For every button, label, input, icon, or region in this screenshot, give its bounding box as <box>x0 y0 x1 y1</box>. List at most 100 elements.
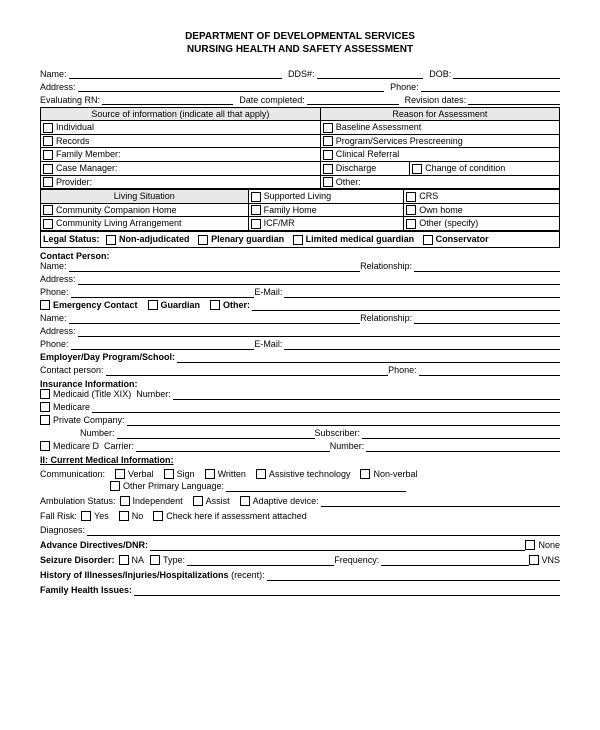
field-name[interactable] <box>69 68 282 79</box>
cb-cla[interactable] <box>43 219 53 229</box>
field-revision[interactable] <box>468 94 560 105</box>
field-diag[interactable] <box>87 525 560 536</box>
lbl-yes: Yes <box>94 511 109 521</box>
cb-adaptive[interactable] <box>240 496 250 506</box>
field-eemail[interactable] <box>284 339 560 350</box>
lbl-discharge: Discharge <box>336 163 377 173</box>
lbl-cname: Name: <box>40 261 67 271</box>
field-subscriber[interactable] <box>362 428 560 439</box>
cb-change[interactable] <box>412 164 422 174</box>
field-type[interactable] <box>187 555 334 566</box>
cb-conservator[interactable] <box>423 235 433 245</box>
cb-cch[interactable] <box>43 205 53 215</box>
field-ename[interactable] <box>69 313 361 324</box>
lbl-written: Written <box>218 469 246 479</box>
cb-sign[interactable] <box>164 469 174 479</box>
cb-ownhome[interactable] <box>406 205 416 215</box>
emergency-row: Emergency Contact Guardian Other: <box>40 300 560 311</box>
cb-private[interactable] <box>40 415 50 425</box>
field-cname[interactable] <box>69 261 361 272</box>
field-eadd[interactable] <box>78 326 560 337</box>
cb-discharge[interactable] <box>323 164 333 174</box>
lbl-none: None <box>538 540 560 550</box>
lbl-verbal: Verbal <box>128 469 154 479</box>
field-adaptive[interactable] <box>321 496 560 507</box>
label-address: Address: <box>40 82 76 92</box>
field-eval-rn[interactable] <box>102 94 233 105</box>
lbl-freq: Frequency: <box>334 555 379 565</box>
field-md-num[interactable] <box>366 441 560 452</box>
cb-records[interactable] <box>43 136 53 146</box>
cb-plenary[interactable] <box>198 235 208 245</box>
cb-no[interactable] <box>119 511 129 521</box>
cb-program[interactable] <box>323 136 333 146</box>
field-phone[interactable] <box>421 81 560 92</box>
cb-medicaid[interactable] <box>40 389 50 399</box>
cb-none[interactable] <box>525 540 535 550</box>
cb-assist-tech[interactable] <box>256 469 266 479</box>
field-priv-num[interactable] <box>117 428 315 439</box>
cb-provider[interactable] <box>43 177 53 187</box>
cb-nonverbal[interactable] <box>360 469 370 479</box>
field-cadd[interactable] <box>78 274 560 285</box>
cb-vns[interactable] <box>529 555 539 565</box>
cb-medicare[interactable] <box>40 402 50 412</box>
field-dob[interactable] <box>453 68 560 79</box>
cb-assess[interactable] <box>153 511 163 521</box>
cb-casemgr[interactable] <box>43 164 53 174</box>
lbl-program: Program/Services Prescreening <box>336 136 463 146</box>
field-crel[interactable] <box>414 261 560 272</box>
cb-assist[interactable] <box>193 496 203 506</box>
field-carrier[interactable] <box>136 441 330 452</box>
cb-verbal[interactable] <box>115 469 125 479</box>
field-empcontact[interactable] <box>106 365 389 376</box>
field-freq[interactable] <box>381 555 528 566</box>
cb-icf[interactable] <box>251 219 261 229</box>
field-ephone[interactable] <box>71 339 255 350</box>
cb-nonadj[interactable] <box>106 235 116 245</box>
cb-clinical[interactable] <box>323 150 333 160</box>
field-cphone[interactable] <box>71 287 255 298</box>
field-cemail[interactable] <box>284 287 560 298</box>
cb-indep[interactable] <box>120 496 130 506</box>
field-history[interactable] <box>267 570 560 581</box>
field-medicare[interactable] <box>92 402 560 413</box>
field-familyhealth[interactable] <box>134 585 560 596</box>
cb-individual[interactable] <box>43 123 53 133</box>
lbl-assist-tech: Assistive technology <box>269 469 351 479</box>
lbl-assist: Assist <box>206 496 230 506</box>
field-private[interactable] <box>127 415 560 426</box>
cb-reason-other[interactable] <box>323 177 333 187</box>
cb-crs[interactable] <box>406 192 416 202</box>
lbl-ownhome: Own home <box>419 205 463 215</box>
cb-ec[interactable] <box>40 300 50 310</box>
cb-written[interactable] <box>205 469 215 479</box>
cb-eother[interactable] <box>210 300 220 310</box>
cb-guardian[interactable] <box>148 300 158 310</box>
cb-living-other[interactable] <box>406 219 416 229</box>
field-erel[interactable] <box>414 313 560 324</box>
cb-medicare-d[interactable] <box>40 441 50 451</box>
cb-baseline[interactable] <box>323 123 333 133</box>
field-dds[interactable] <box>317 68 424 79</box>
lbl-medicare-d: Medicare D <box>53 441 99 451</box>
label-eval-rn: Evaluating RN: <box>40 95 100 105</box>
lbl-fall: Fall Risk: <box>40 511 77 521</box>
cb-familyhome[interactable] <box>251 205 261 215</box>
field-date-completed[interactable] <box>307 94 399 105</box>
field-empphone[interactable] <box>419 365 560 376</box>
field-emp[interactable] <box>177 352 560 363</box>
cb-na[interactable] <box>119 555 129 565</box>
cb-type[interactable] <box>150 555 160 565</box>
field-address[interactable] <box>78 81 385 92</box>
field-otherlang[interactable] <box>226 481 406 492</box>
lbl-limited: Limited medical guardian <box>306 234 415 244</box>
field-directives[interactable] <box>150 540 525 551</box>
cb-family[interactable] <box>43 150 53 160</box>
cb-limited[interactable] <box>293 235 303 245</box>
field-medicaid-num[interactable] <box>173 389 560 400</box>
field-eother[interactable] <box>252 300 560 311</box>
cb-supported[interactable] <box>251 192 261 202</box>
cb-otherlang[interactable] <box>110 481 120 491</box>
cb-yes[interactable] <box>81 511 91 521</box>
